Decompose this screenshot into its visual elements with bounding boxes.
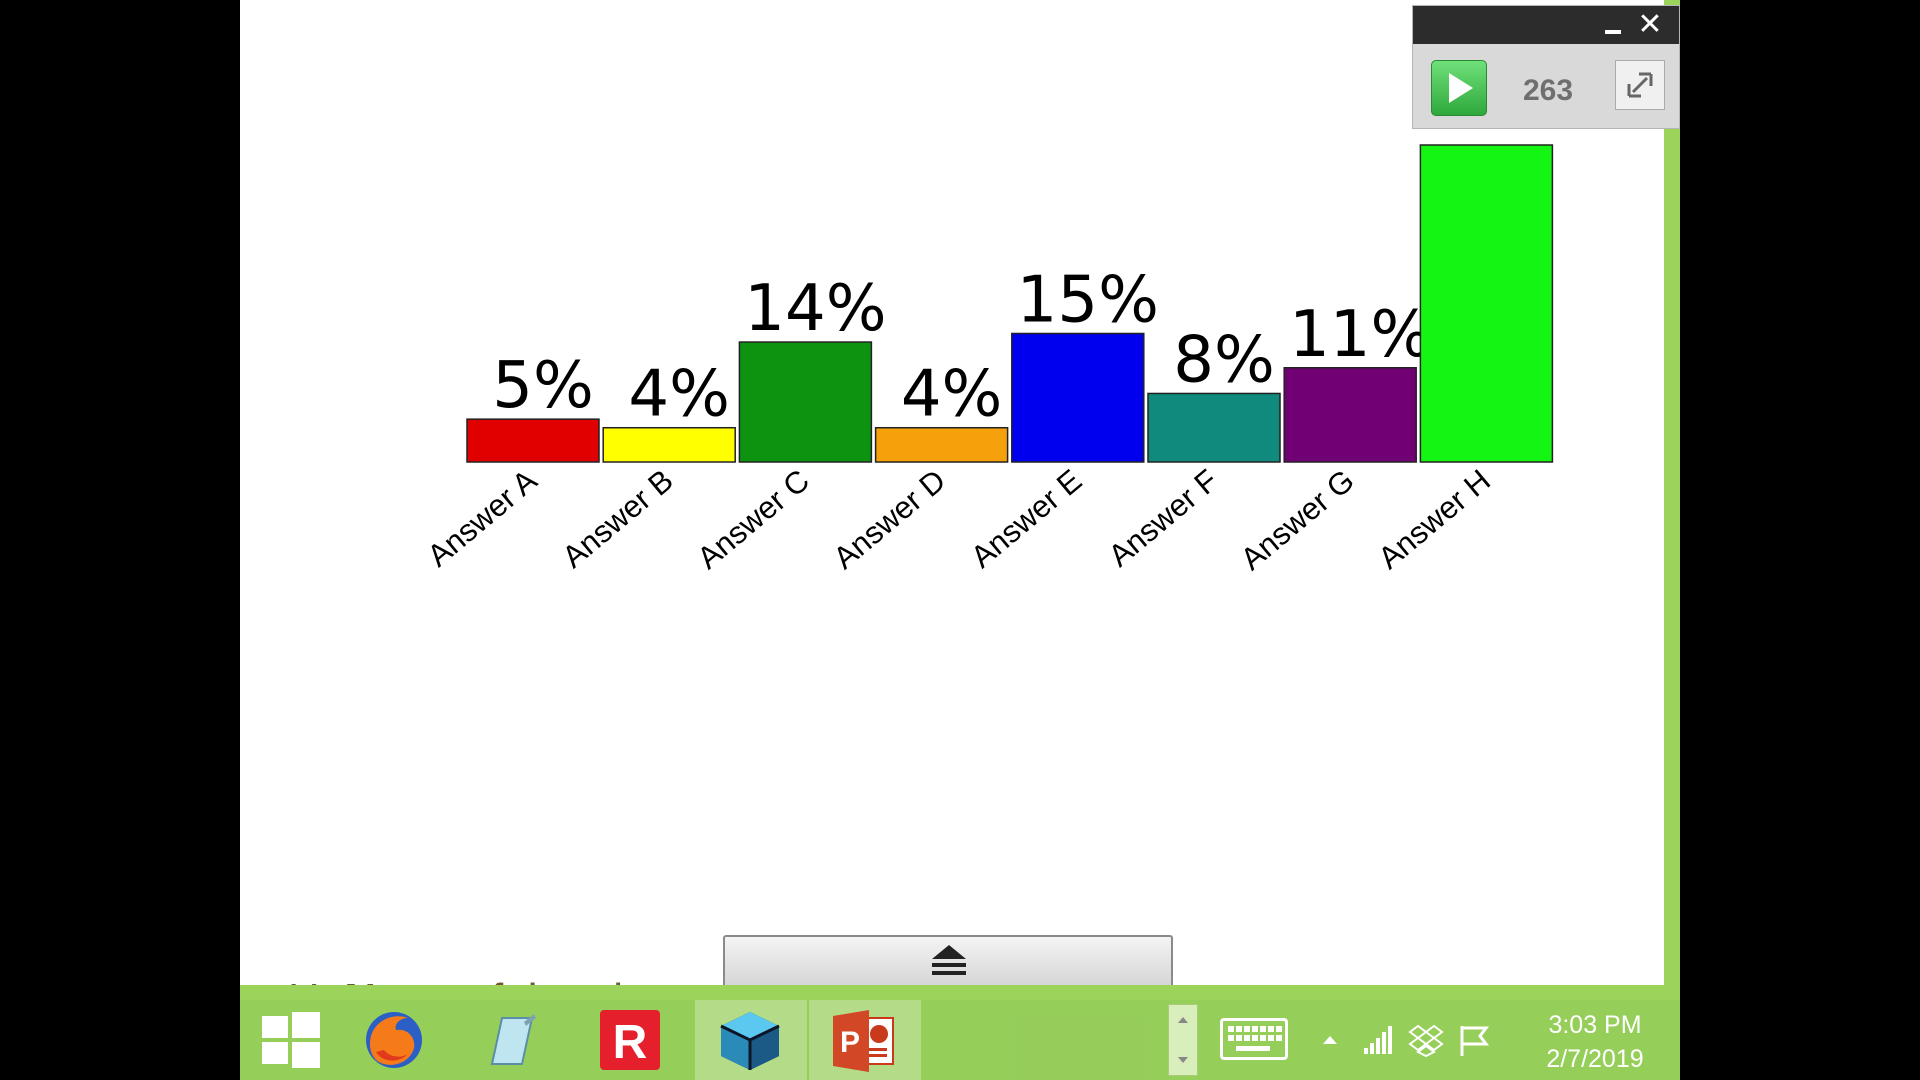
keyboard-spacebar: [1236, 1046, 1270, 1051]
slide-rest-text: of the above are false.: [466, 975, 901, 985]
bar-7: [1283, 367, 1417, 463]
clock-date: 2/7/2019: [1546, 1045, 1644, 1073]
slide-bullet: H.: [288, 975, 332, 985]
close-icon: ✕: [1637, 7, 1663, 42]
slide-text-behind: H. None of the above are false.: [288, 975, 902, 985]
keyboard-key: [1260, 1026, 1266, 1032]
category-label-6: Answer F: [1102, 463, 1225, 574]
category-label-3: Answer C: [690, 463, 815, 576]
cube-app-icon[interactable]: [695, 1000, 807, 1080]
category-label-4: Answer D: [827, 463, 952, 576]
dropbox-icon[interactable]: [1408, 1022, 1444, 1058]
value-label-1: 5%: [492, 349, 594, 423]
bar-8: [1419, 144, 1554, 463]
collapse-chart-tab[interactable]: [723, 935, 1173, 985]
bar-4: [874, 426, 1009, 463]
close-button[interactable]: ✕: [1637, 10, 1663, 40]
category-label-8: Answer H: [1371, 463, 1496, 576]
keyboard-key: [1276, 1035, 1282, 1041]
keyboard-key: [1268, 1026, 1274, 1032]
value-label-7: 11%: [1289, 298, 1431, 372]
keyboard-key: [1236, 1026, 1242, 1032]
poll-widget-titlebar[interactable]: ✕: [1413, 6, 1679, 44]
keyboard-icon[interactable]: [1220, 1018, 1288, 1060]
keyboard-key: [1252, 1026, 1258, 1032]
results-bar-chart: 5% Answer A 4% Answer B 14% Answer C 4% Answer …: [421, 144, 1554, 577]
keyboard-key: [1244, 1026, 1250, 1032]
firefox-icon[interactable]: [362, 1008, 426, 1072]
keyboard-key: [1252, 1035, 1258, 1041]
bar-1: [466, 418, 600, 463]
chevron-down-icon[interactable]: [1178, 1057, 1188, 1063]
play-button[interactable]: [1431, 60, 1487, 116]
keyboard-key: [1244, 1035, 1250, 1041]
clock-time: 3:03 PM: [1548, 1011, 1642, 1039]
category-label-7: Answer G: [1234, 463, 1361, 577]
chevron-up-icon[interactable]: [1178, 1017, 1188, 1023]
notepad-icon[interactable]: [480, 1008, 544, 1072]
keyboard-key: [1260, 1035, 1266, 1041]
minimize-icon: [1605, 30, 1621, 34]
keyboard-key: [1236, 1035, 1242, 1041]
expand-button[interactable]: [1615, 60, 1665, 110]
eject-icon: [932, 945, 966, 959]
windows-taskbar: R P: [240, 1000, 1680, 1080]
svg-text:P: P: [840, 1026, 860, 1059]
keyboard-key: [1228, 1026, 1234, 1032]
system-clock[interactable]: 3:03 PM 2/7/2019: [1530, 1008, 1660, 1076]
minimize-button[interactable]: [1603, 16, 1623, 36]
value-label-2: 4%: [628, 358, 730, 432]
show-hidden-icons-icon[interactable]: [1312, 1022, 1348, 1058]
poll-results-slide: 5% Answer A 4% Answer B 14% Answer C 4% Answer …: [240, 0, 1664, 985]
category-label-2: Answer B: [556, 463, 680, 575]
screen-area: 5% Answer A 4% Answer B 14% Answer C 4% Answer …: [240, 0, 1680, 1080]
bar-5: [1011, 332, 1145, 463]
taskbar-scroll[interactable]: [1168, 1004, 1198, 1076]
response-count: 263: [1522, 74, 1574, 107]
value-label-4: 4%: [901, 358, 1003, 432]
play-icon: [1449, 73, 1473, 103]
powerpoint-icon[interactable]: P: [809, 1000, 921, 1080]
category-label-5: Answer E: [964, 463, 1088, 575]
windows-start-icon[interactable]: [258, 1010, 322, 1070]
bar-3: [738, 341, 873, 463]
keyboard-key: [1276, 1026, 1282, 1032]
expand-icon: [1627, 72, 1653, 98]
keyboard-key: [1228, 1035, 1234, 1041]
value-label-3: 14%: [744, 272, 886, 346]
category-label-1: Answer A: [421, 462, 544, 573]
svg-text:R: R: [613, 1016, 648, 1069]
keyboard-key: [1268, 1035, 1274, 1041]
value-label-6: 8%: [1173, 323, 1275, 397]
bar-2: [602, 426, 736, 463]
eject-lines: [932, 963, 966, 979]
r-app-icon[interactable]: R: [598, 1008, 662, 1072]
value-label-5: 15%: [1017, 263, 1159, 337]
slide-bold-word: None: [344, 975, 454, 985]
bar-6: [1147, 392, 1281, 463]
poll-control-widget[interactable]: ✕ 263: [1412, 5, 1680, 129]
action-center-flag-icon[interactable]: [1456, 1022, 1492, 1058]
network-signal-icon[interactable]: [1360, 1022, 1396, 1058]
